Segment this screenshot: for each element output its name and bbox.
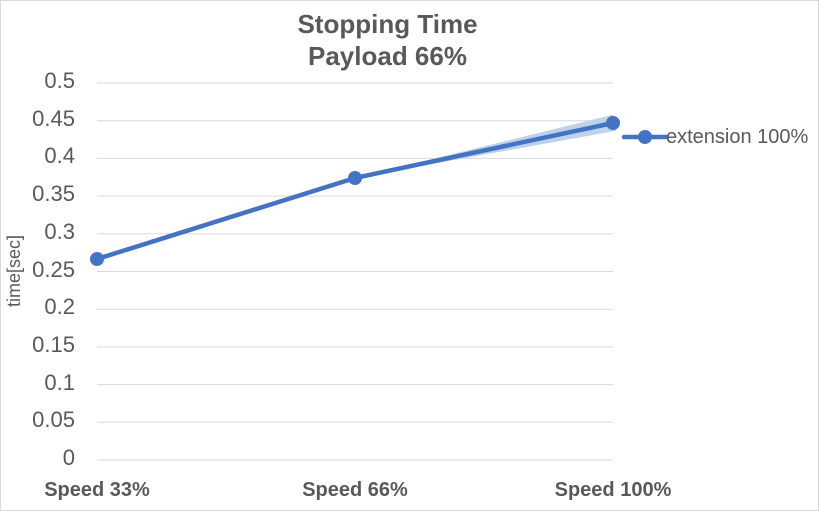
svg-text:extension 100%: extension 100% xyxy=(666,126,809,148)
